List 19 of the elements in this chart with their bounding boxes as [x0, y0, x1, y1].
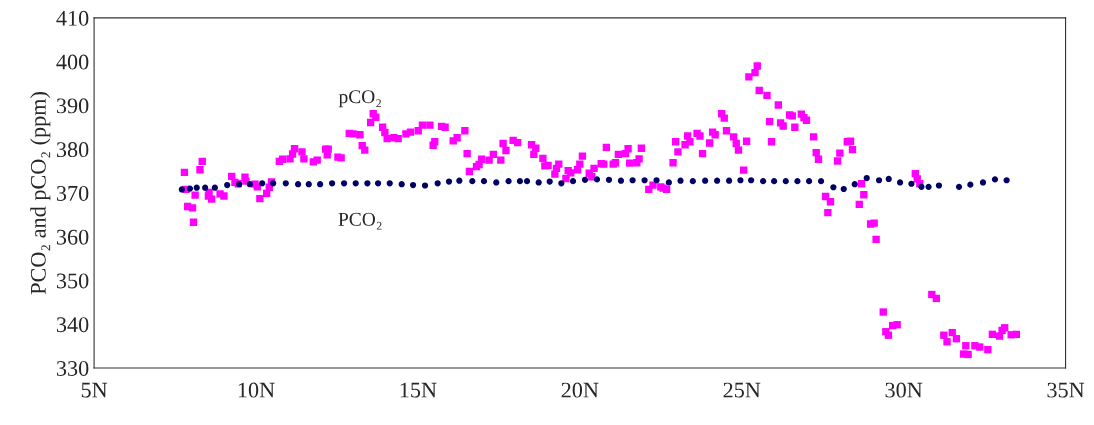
y-tick-label: 370: [56, 185, 89, 201]
x-tick-label: 5N: [81, 382, 108, 398]
y-tick-label: 360: [56, 229, 89, 245]
x-tick-label: 20N: [561, 382, 599, 398]
x-tick-label: 15N: [400, 382, 437, 398]
y-tick-label: 350: [56, 273, 89, 289]
x-tick-label: 30N: [885, 382, 923, 398]
y-axis-title: PCO₂ and pCO₂ (ppm): [30, 92, 51, 295]
y-tick-label: 380: [56, 142, 89, 158]
y-tick-label: 330: [56, 360, 89, 376]
y-tick-label: 400: [56, 54, 89, 70]
x-tick-label: 25N: [723, 382, 761, 398]
y-tick-label: 340: [56, 317, 89, 333]
series-label: PCO₂: [338, 212, 382, 230]
x-tick-label: 35N: [1047, 382, 1085, 398]
x-tick-label: 10N: [238, 382, 275, 398]
y-tick-label: 390: [56, 98, 89, 114]
y-tick-label: 410: [56, 10, 89, 26]
series-label: pCO₂: [338, 90, 381, 108]
